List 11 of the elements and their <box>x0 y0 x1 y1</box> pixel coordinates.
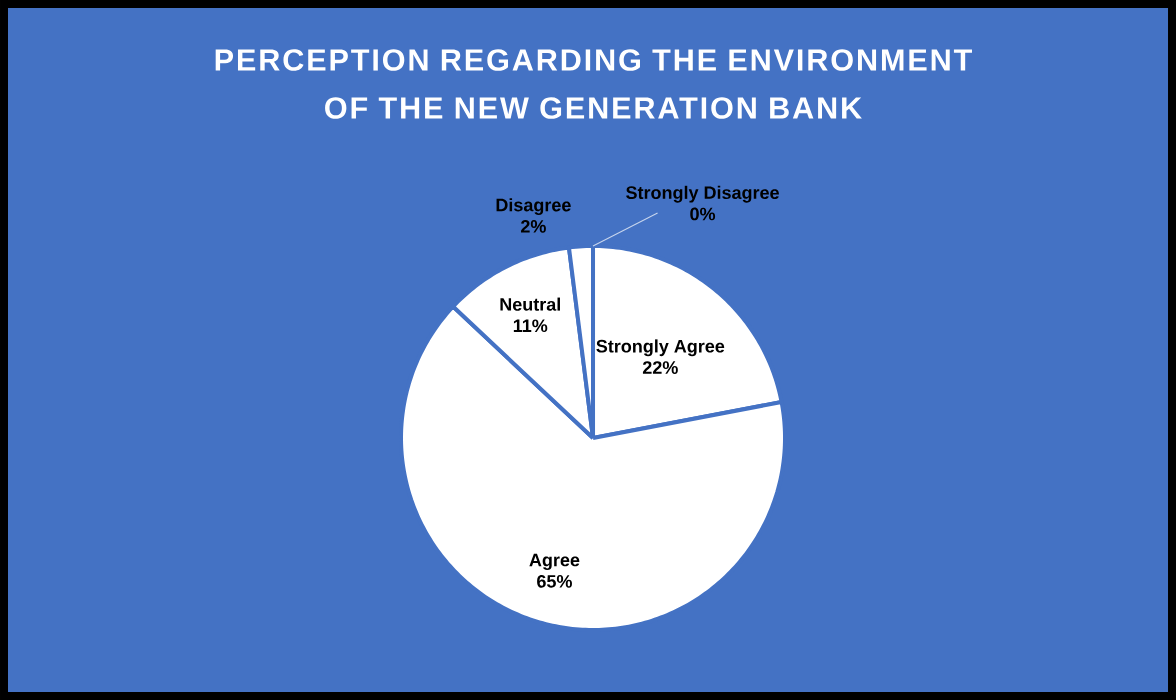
slice-label: Neutral <box>500 297 560 311</box>
chart-title: PERCEPTION REGARDING THE ENVIRONMENT OF THE NEW GENERATION BANK <box>215 49 972 119</box>
data-label: 11% <box>513 319 548 333</box>
data-label: 22% <box>642 361 678 374</box>
slice-label: Agree <box>529 553 580 570</box>
slice-label: Disagree <box>496 198 571 216</box>
text: 0% <box>690 207 716 221</box>
slice-label: Strongly Agree <box>596 339 725 357</box>
category-label: Strongly Disagree <box>626 185 779 203</box>
data-label: 65% <box>537 574 572 588</box>
data-label: 2% <box>521 219 546 233</box>
